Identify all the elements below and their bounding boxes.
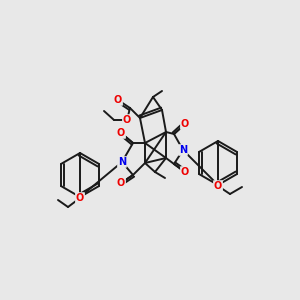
Text: O: O <box>181 167 189 177</box>
Text: O: O <box>114 95 122 105</box>
Text: O: O <box>117 178 125 188</box>
Text: O: O <box>123 115 131 125</box>
Text: N: N <box>118 157 126 167</box>
Text: O: O <box>76 193 84 203</box>
Text: O: O <box>181 119 189 129</box>
Text: O: O <box>117 128 125 138</box>
Text: N: N <box>179 145 187 155</box>
Text: O: O <box>214 181 222 191</box>
